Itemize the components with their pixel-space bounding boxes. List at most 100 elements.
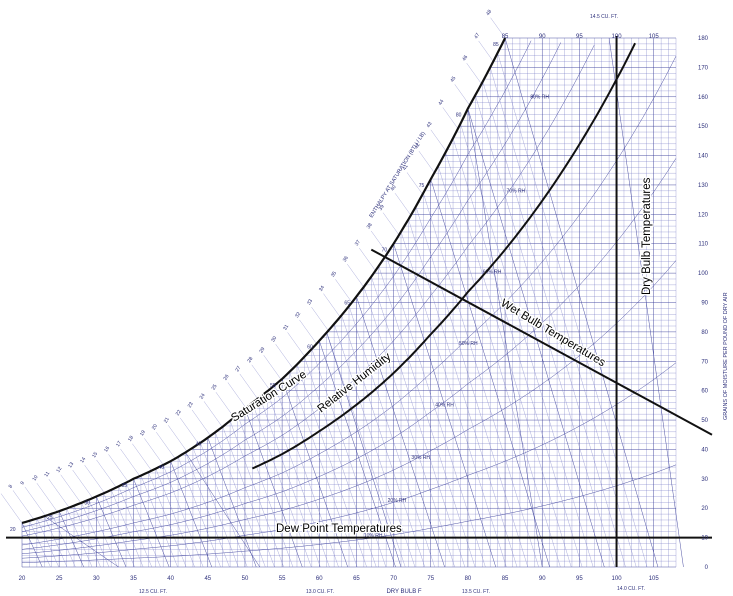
wet-bulb-line [326,332,406,568]
wet-bulb-line [393,243,496,568]
enthalpy-tick-label: 40 [390,184,398,192]
enthalpy-tick-label: 23 [187,401,195,409]
wet-bulb-tick-label: 85 [493,42,499,48]
specific-volume-line [44,516,119,568]
enthalpy-tick [12,490,34,520]
rh-label: 20% RH [388,498,407,504]
x-tick-label: 85 [502,576,509,582]
enthalpy-tick [36,483,58,512]
x-tick-label: 30 [93,576,100,582]
rh-label: 30% RH [411,455,430,461]
enthalpy-tick-label: 10 [31,474,39,482]
enthalpy-tick [263,355,282,380]
y-tick-label: 150 [698,124,709,130]
enthalpy-tick-label: 13 [67,461,75,469]
wet-bulb-line [289,371,358,568]
wet-bulb-tick-label: 65 [344,301,350,307]
rh-60-highlight [251,42,636,470]
enthalpy-tick-label: 46 [461,54,469,62]
wet-bulb-line [475,95,616,568]
rh-curve [21,260,677,555]
enthalpy-tick [156,432,176,459]
enthalpy-tick [72,470,93,499]
wet-bulb-tick-label: 75 [419,183,425,189]
wet-bulb-lines [21,37,659,568]
x-tick-label: 25 [56,576,63,582]
highlight-lines [6,36,713,567]
wet-bulb-line [155,468,195,568]
enthalpy-tick [251,364,270,390]
wet-bulb-line [192,447,239,568]
wet-bulb-line [111,489,144,568]
wet-bulb-line [44,516,68,568]
wet-bulb-line [438,165,561,568]
x-tick-label: 20 [19,576,26,582]
wet-bulb-tick-label: 40 [159,465,165,471]
specific-volume-line [608,37,684,568]
x-tick-label: 65 [353,576,360,582]
wet-bulb-line [311,348,387,568]
enthalpy-tick-label: 29 [258,346,266,354]
x-tick-label: 80 [465,576,472,582]
enthalpy-tick [215,392,235,418]
wet-bulb-line [125,482,161,568]
vol-label-135: 13.5 CU. FT. [462,589,490,595]
wet-bulb-line [423,192,539,568]
enthalpy-tick [180,417,199,444]
wet-bulb-tick-label: 30 [84,500,90,506]
y-tick-label: 60 [701,389,708,395]
enthalpy-tick-label: 39 [378,204,386,212]
wet-bulb-line [408,219,518,568]
enthalpy-tick [371,230,388,254]
enthalpy-tick [24,486,46,516]
wet-bulb-line [81,502,110,568]
wet-bulb-line [207,437,257,568]
wet-bulb-line [58,511,84,568]
wet-bulb-tick-label: 70 [382,248,388,254]
wet-bulb-line [252,402,312,568]
wet-bulb-line [467,108,605,568]
enthalpy-tick-label: 26 [223,374,231,382]
y-axis-right-label: GRAINS OF MOISTURE PER POUND OF DRY AIR [723,292,729,420]
wet-bulb-line [356,296,445,568]
wet-bulb-line [118,486,152,568]
wet-bulb-line [452,138,583,568]
enthalpy-tick-label: 32 [294,311,302,319]
dew-point-label: Dew Point Temperatures [276,523,402,535]
y-tick-label: 100 [698,271,709,277]
wet-bulb-line [504,37,659,568]
enthalpy-tick [335,279,353,303]
specific-volume-line [326,332,402,568]
x-tick-label: 100 [612,576,623,582]
enthalpy-tick-label: 16 [103,445,111,453]
enthalpy-tick-label: 15 [91,451,99,459]
enthalpy-tick-label: 18 [127,435,135,443]
x-tick-label: 75 [427,576,434,582]
wet-bulb-line [281,378,348,568]
enthalpy-tick-label: 7 [0,487,2,493]
enthalpy-tick-label: 38 [366,222,374,230]
enthalpy-tick [191,409,211,436]
wet-bulb-tick-label: 45 [196,442,202,448]
x-tick-label: 105 [649,576,660,582]
volume-lines [44,37,684,568]
enthalpy-tick [48,479,70,508]
wet-bulb-line [21,522,43,568]
wet-bulb-line [200,442,248,568]
wet-bulb-line [415,206,528,568]
wet-bulb-line [274,385,339,568]
wet-bulb-line [96,496,127,568]
rh-label: 70% RH [507,189,526,195]
enthalpy-tick-label: 27 [234,365,242,373]
wet-bulb-line [460,123,594,568]
enthalpy-tick [60,474,82,504]
dry-bulb-label: Dry Bulb Temperatures [641,177,653,295]
wet-bulb-line [363,286,455,568]
y-tick-label: 110 [698,242,708,248]
wet-bulb-line [386,255,486,568]
enthalpy-tick [0,493,23,524]
rh-curve [21,55,677,546]
y-tick-label: 180 [698,36,709,42]
